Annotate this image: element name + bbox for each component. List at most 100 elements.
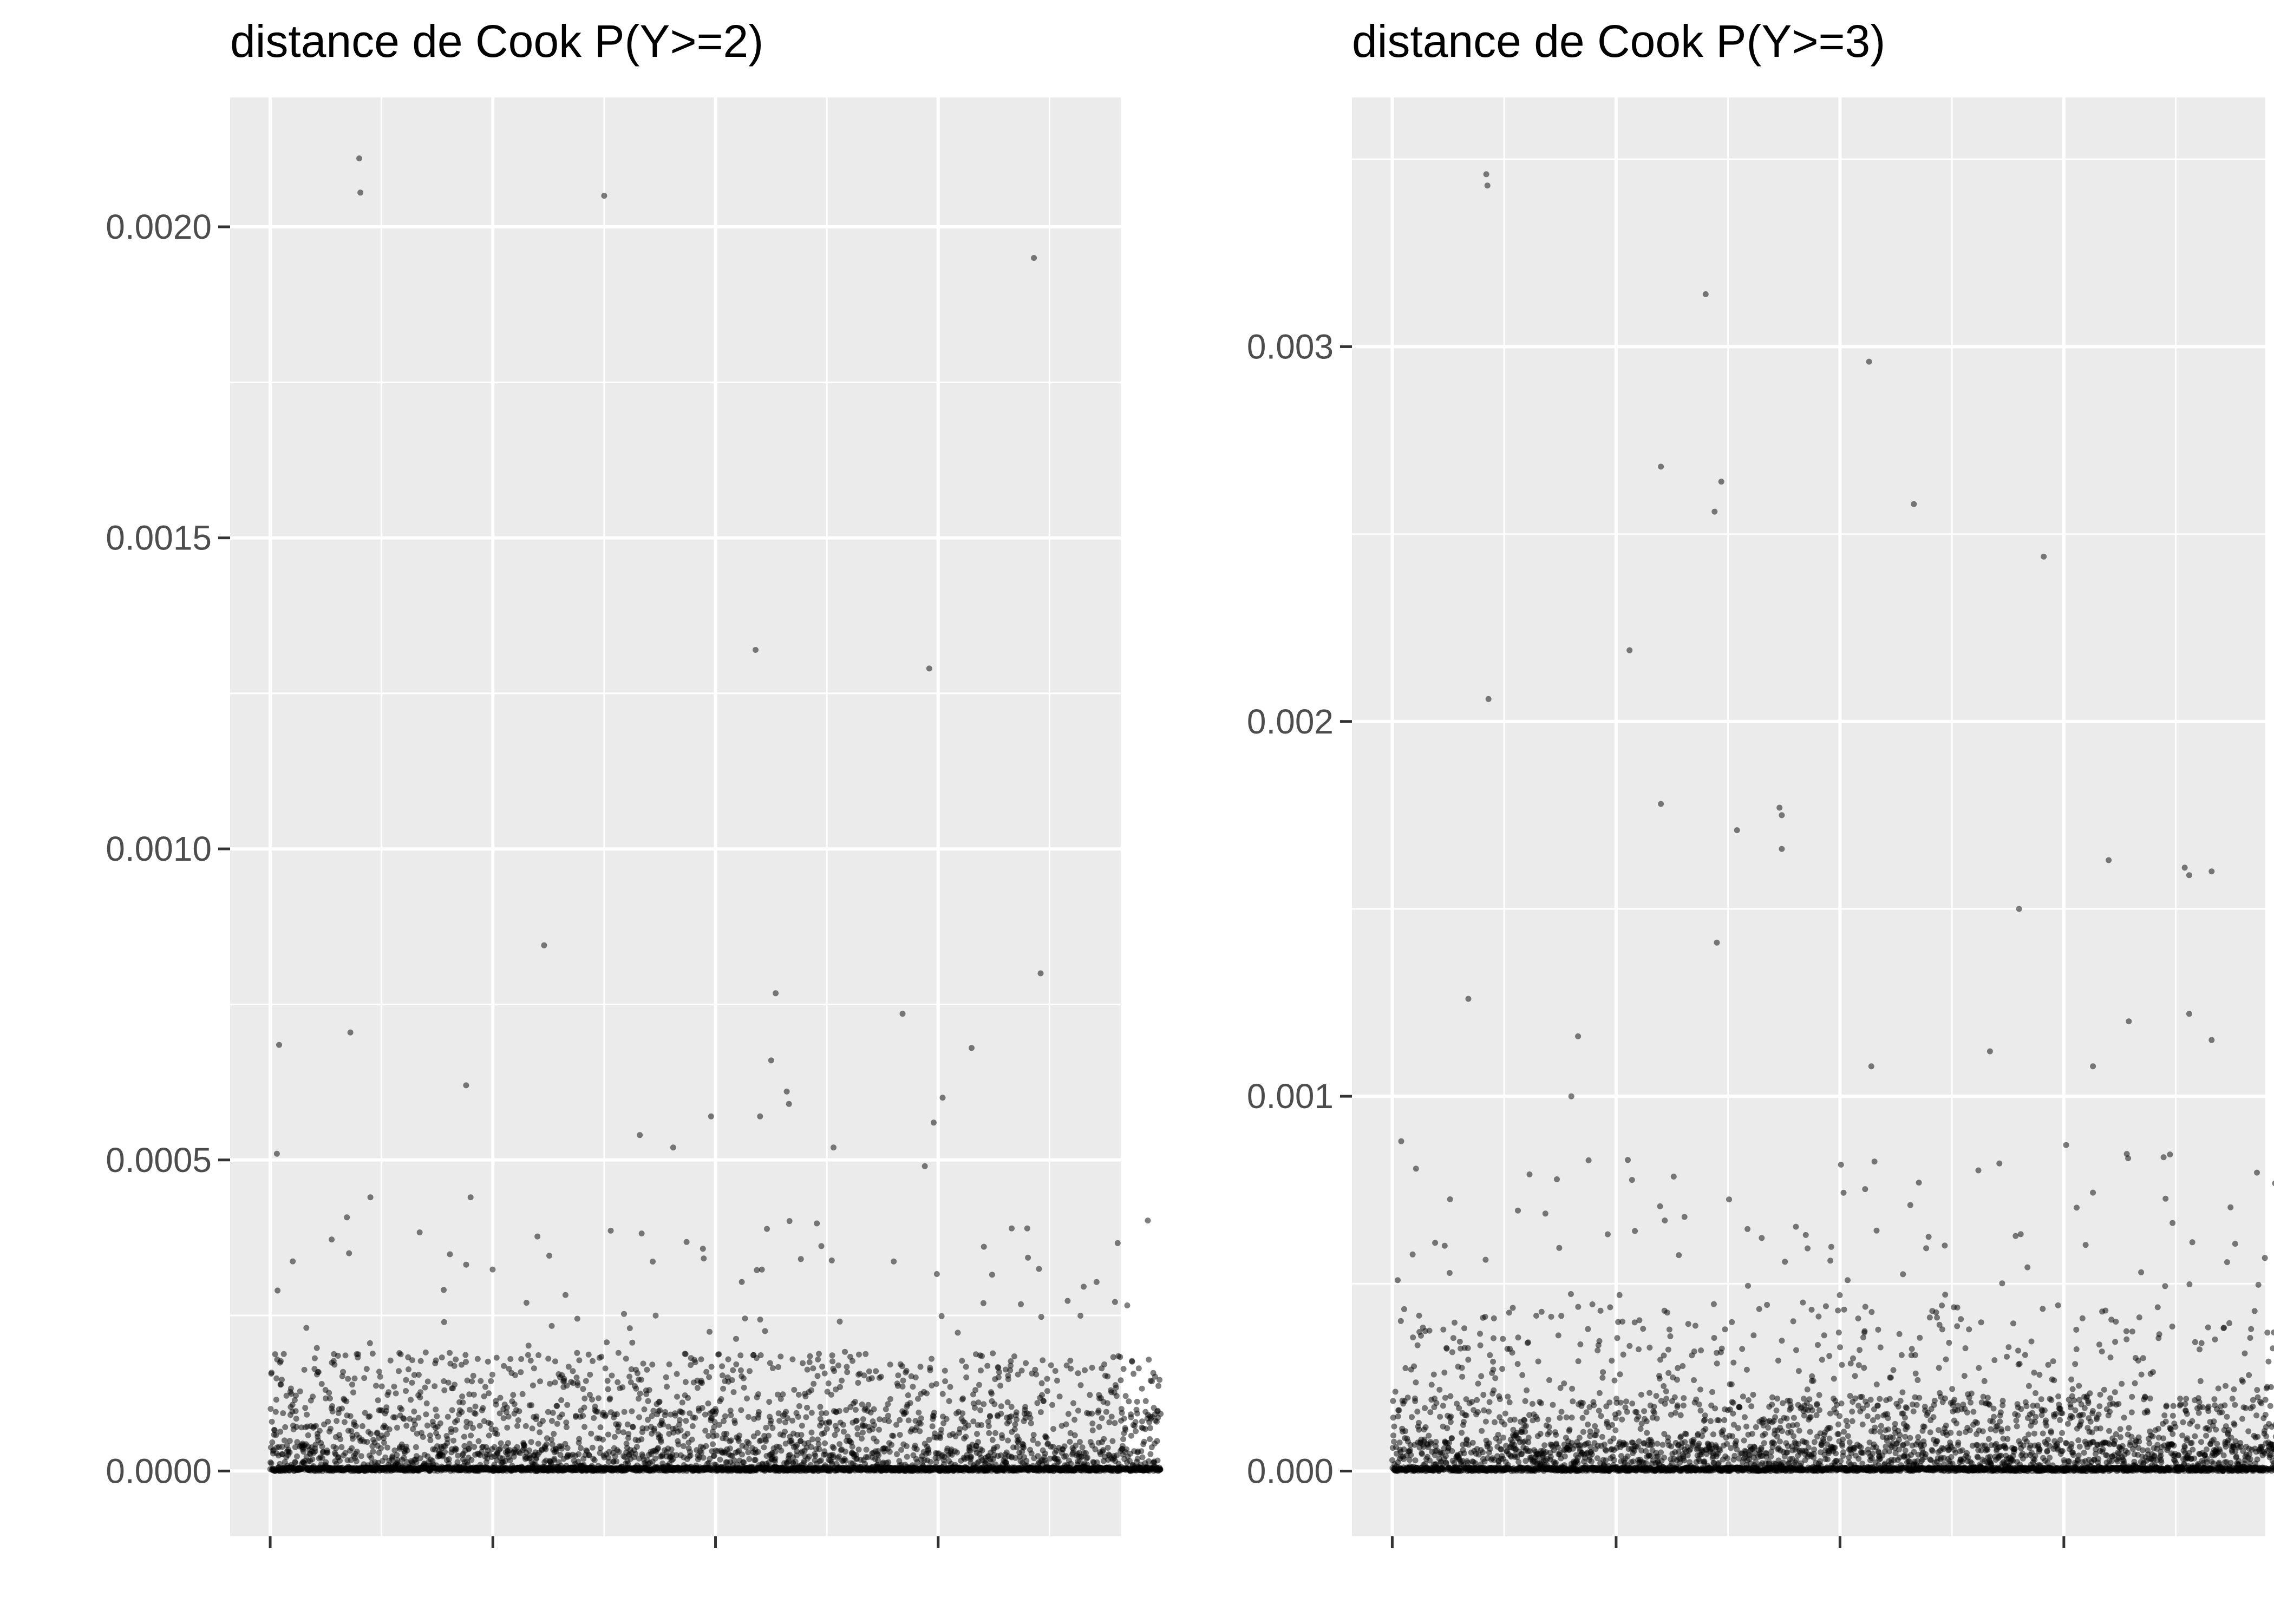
data-point: [369, 1351, 376, 1357]
data-point: [1089, 1410, 1095, 1417]
data-point: [1039, 1392, 1045, 1398]
data-point: [1442, 1394, 1448, 1401]
data-point: [1554, 1176, 1560, 1182]
data-point: [913, 1446, 920, 1452]
data-point: [1569, 1415, 1575, 1421]
data-point: [315, 1369, 322, 1375]
data-point: [578, 1445, 584, 1451]
data-point: [437, 1420, 443, 1426]
data-point: [992, 1430, 998, 1436]
data-point: [969, 1045, 975, 1051]
data-point: [1456, 1338, 1463, 1345]
data-point: [764, 1226, 770, 1232]
data-point: [394, 1457, 401, 1463]
data-point: [840, 1422, 846, 1428]
data-point: [469, 1378, 475, 1385]
data-point: [808, 1387, 814, 1393]
data-point: [535, 1440, 541, 1447]
data-point: [968, 1453, 975, 1460]
data-point: [403, 1423, 410, 1429]
data-point: [1018, 1301, 1024, 1307]
data-point: [900, 1377, 906, 1384]
data-point: [460, 1399, 466, 1406]
data-point: [786, 1101, 792, 1107]
data-point: [398, 1406, 405, 1413]
data-point: [269, 1439, 276, 1445]
data-point: [1491, 1315, 1497, 1321]
data-point: [856, 1351, 862, 1358]
data-point: [530, 1382, 536, 1389]
data-point: [1497, 1396, 1503, 1403]
data-point: [563, 1419, 570, 1426]
data-point: [487, 1420, 494, 1427]
data-point: [381, 1435, 387, 1442]
data-point: [775, 1364, 781, 1370]
data-point: [1461, 1450, 1467, 1457]
data-point: [1506, 1309, 1512, 1316]
data-point: [977, 1367, 984, 1374]
data-point: [343, 1398, 350, 1405]
data-point: [931, 1410, 937, 1416]
data-point: [1120, 1436, 1127, 1442]
data-point: [345, 1376, 351, 1382]
data-point: [729, 1377, 735, 1383]
data-point: [411, 1409, 417, 1415]
data-point: [811, 1380, 817, 1387]
data-point: [873, 1438, 880, 1445]
data-point: [817, 1404, 824, 1410]
data-point: [1546, 1424, 1552, 1430]
data-point: [1113, 1384, 1119, 1391]
data-point: [705, 1400, 711, 1407]
data-point: [903, 1409, 909, 1416]
data-point: [452, 1381, 458, 1388]
data-point: [621, 1409, 628, 1415]
data-point: [980, 1300, 986, 1306]
data-point: [893, 1422, 899, 1428]
data-point: [844, 1369, 851, 1376]
data-point: [795, 1413, 801, 1420]
data-point: [683, 1239, 690, 1245]
data-point: [739, 1451, 745, 1458]
data-point: [615, 1350, 622, 1356]
data-point: [723, 1431, 730, 1437]
data-point: [707, 1328, 713, 1335]
data-point: [738, 1407, 744, 1413]
data-point: [755, 1391, 761, 1397]
data-point: [292, 1408, 299, 1415]
data-point: [746, 1440, 752, 1446]
data-point: [1395, 1413, 1401, 1419]
data-point: [496, 1410, 503, 1417]
data-point: [1042, 1450, 1048, 1457]
data-point: [550, 1410, 556, 1416]
data-point: [1009, 1225, 1015, 1232]
data-point: [346, 1250, 352, 1256]
data-point: [286, 1449, 293, 1456]
data-point: [685, 1394, 691, 1401]
data-point: [873, 1368, 879, 1374]
data-point: [1521, 1417, 1528, 1424]
data-point: [591, 1457, 598, 1463]
data-point: [682, 1351, 689, 1357]
data-point: [942, 1378, 949, 1385]
data-point: [646, 1387, 652, 1393]
data-point: [525, 1352, 531, 1358]
data-point: [1064, 1298, 1071, 1304]
data-point: [401, 1416, 407, 1422]
data-point: [459, 1393, 466, 1400]
data-point: [1147, 1451, 1154, 1457]
data-point: [559, 1411, 565, 1418]
data-point: [459, 1409, 465, 1415]
data-point: [862, 1351, 869, 1357]
data-point: [991, 1401, 998, 1407]
data-point: [1412, 1457, 1419, 1464]
data-point: [311, 1355, 318, 1361]
data-point: [766, 1432, 772, 1439]
data-point: [488, 1378, 494, 1384]
data-point: [842, 1348, 848, 1355]
data-point: [280, 1410, 286, 1417]
data-point: [333, 1445, 339, 1451]
data-point: [662, 1409, 669, 1415]
data-point: [1509, 1350, 1515, 1356]
data-point: [861, 1372, 867, 1379]
data-point: [1465, 1345, 1471, 1351]
